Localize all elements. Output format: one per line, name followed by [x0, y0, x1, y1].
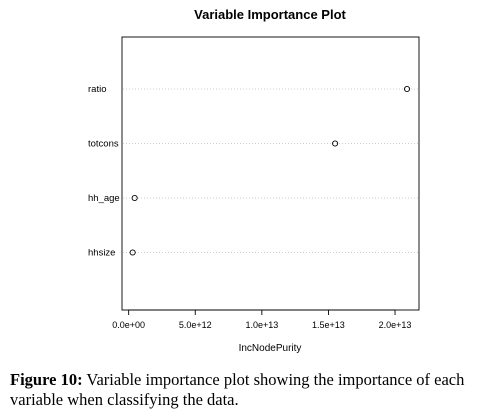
category-label-hh_age: hh_age [88, 193, 120, 204]
data-point-hhsize [129, 249, 136, 256]
caption-label: Figure 10: [10, 370, 83, 389]
x-tick-label: 0.0e+00 [112, 320, 145, 330]
x-tick-label: 1.5e+13 [312, 320, 345, 330]
points-layer [129, 85, 411, 256]
x-tick-label: 2.0e+13 [379, 320, 412, 330]
figure-caption: Figure 10: Variable importance plot show… [10, 370, 495, 410]
x-axis: 0.0e+00 5.0e+12 1.0e+13 1.5e+13 2.0e+13 [112, 309, 412, 330]
data-point-ratio [403, 85, 411, 93]
grid-layer [123, 88, 418, 253]
category-label-hhsize: hhsize [88, 248, 115, 259]
data-point-hh_age [131, 194, 138, 202]
x-tick-label: 1.0e+13 [245, 320, 278, 330]
category-label-ratio: ratio [88, 84, 106, 95]
x-tick-label: 5.0e+12 [179, 320, 212, 330]
chart-title: Variable Importance Plot [194, 7, 346, 22]
x-axis-label: IncNodePurity [239, 343, 302, 354]
category-label-totcons: totcons [88, 139, 119, 150]
plot-frame [121, 36, 420, 311]
data-point-totcons [332, 140, 339, 147]
caption-text: Variable importance plot showing the imp… [10, 370, 465, 409]
